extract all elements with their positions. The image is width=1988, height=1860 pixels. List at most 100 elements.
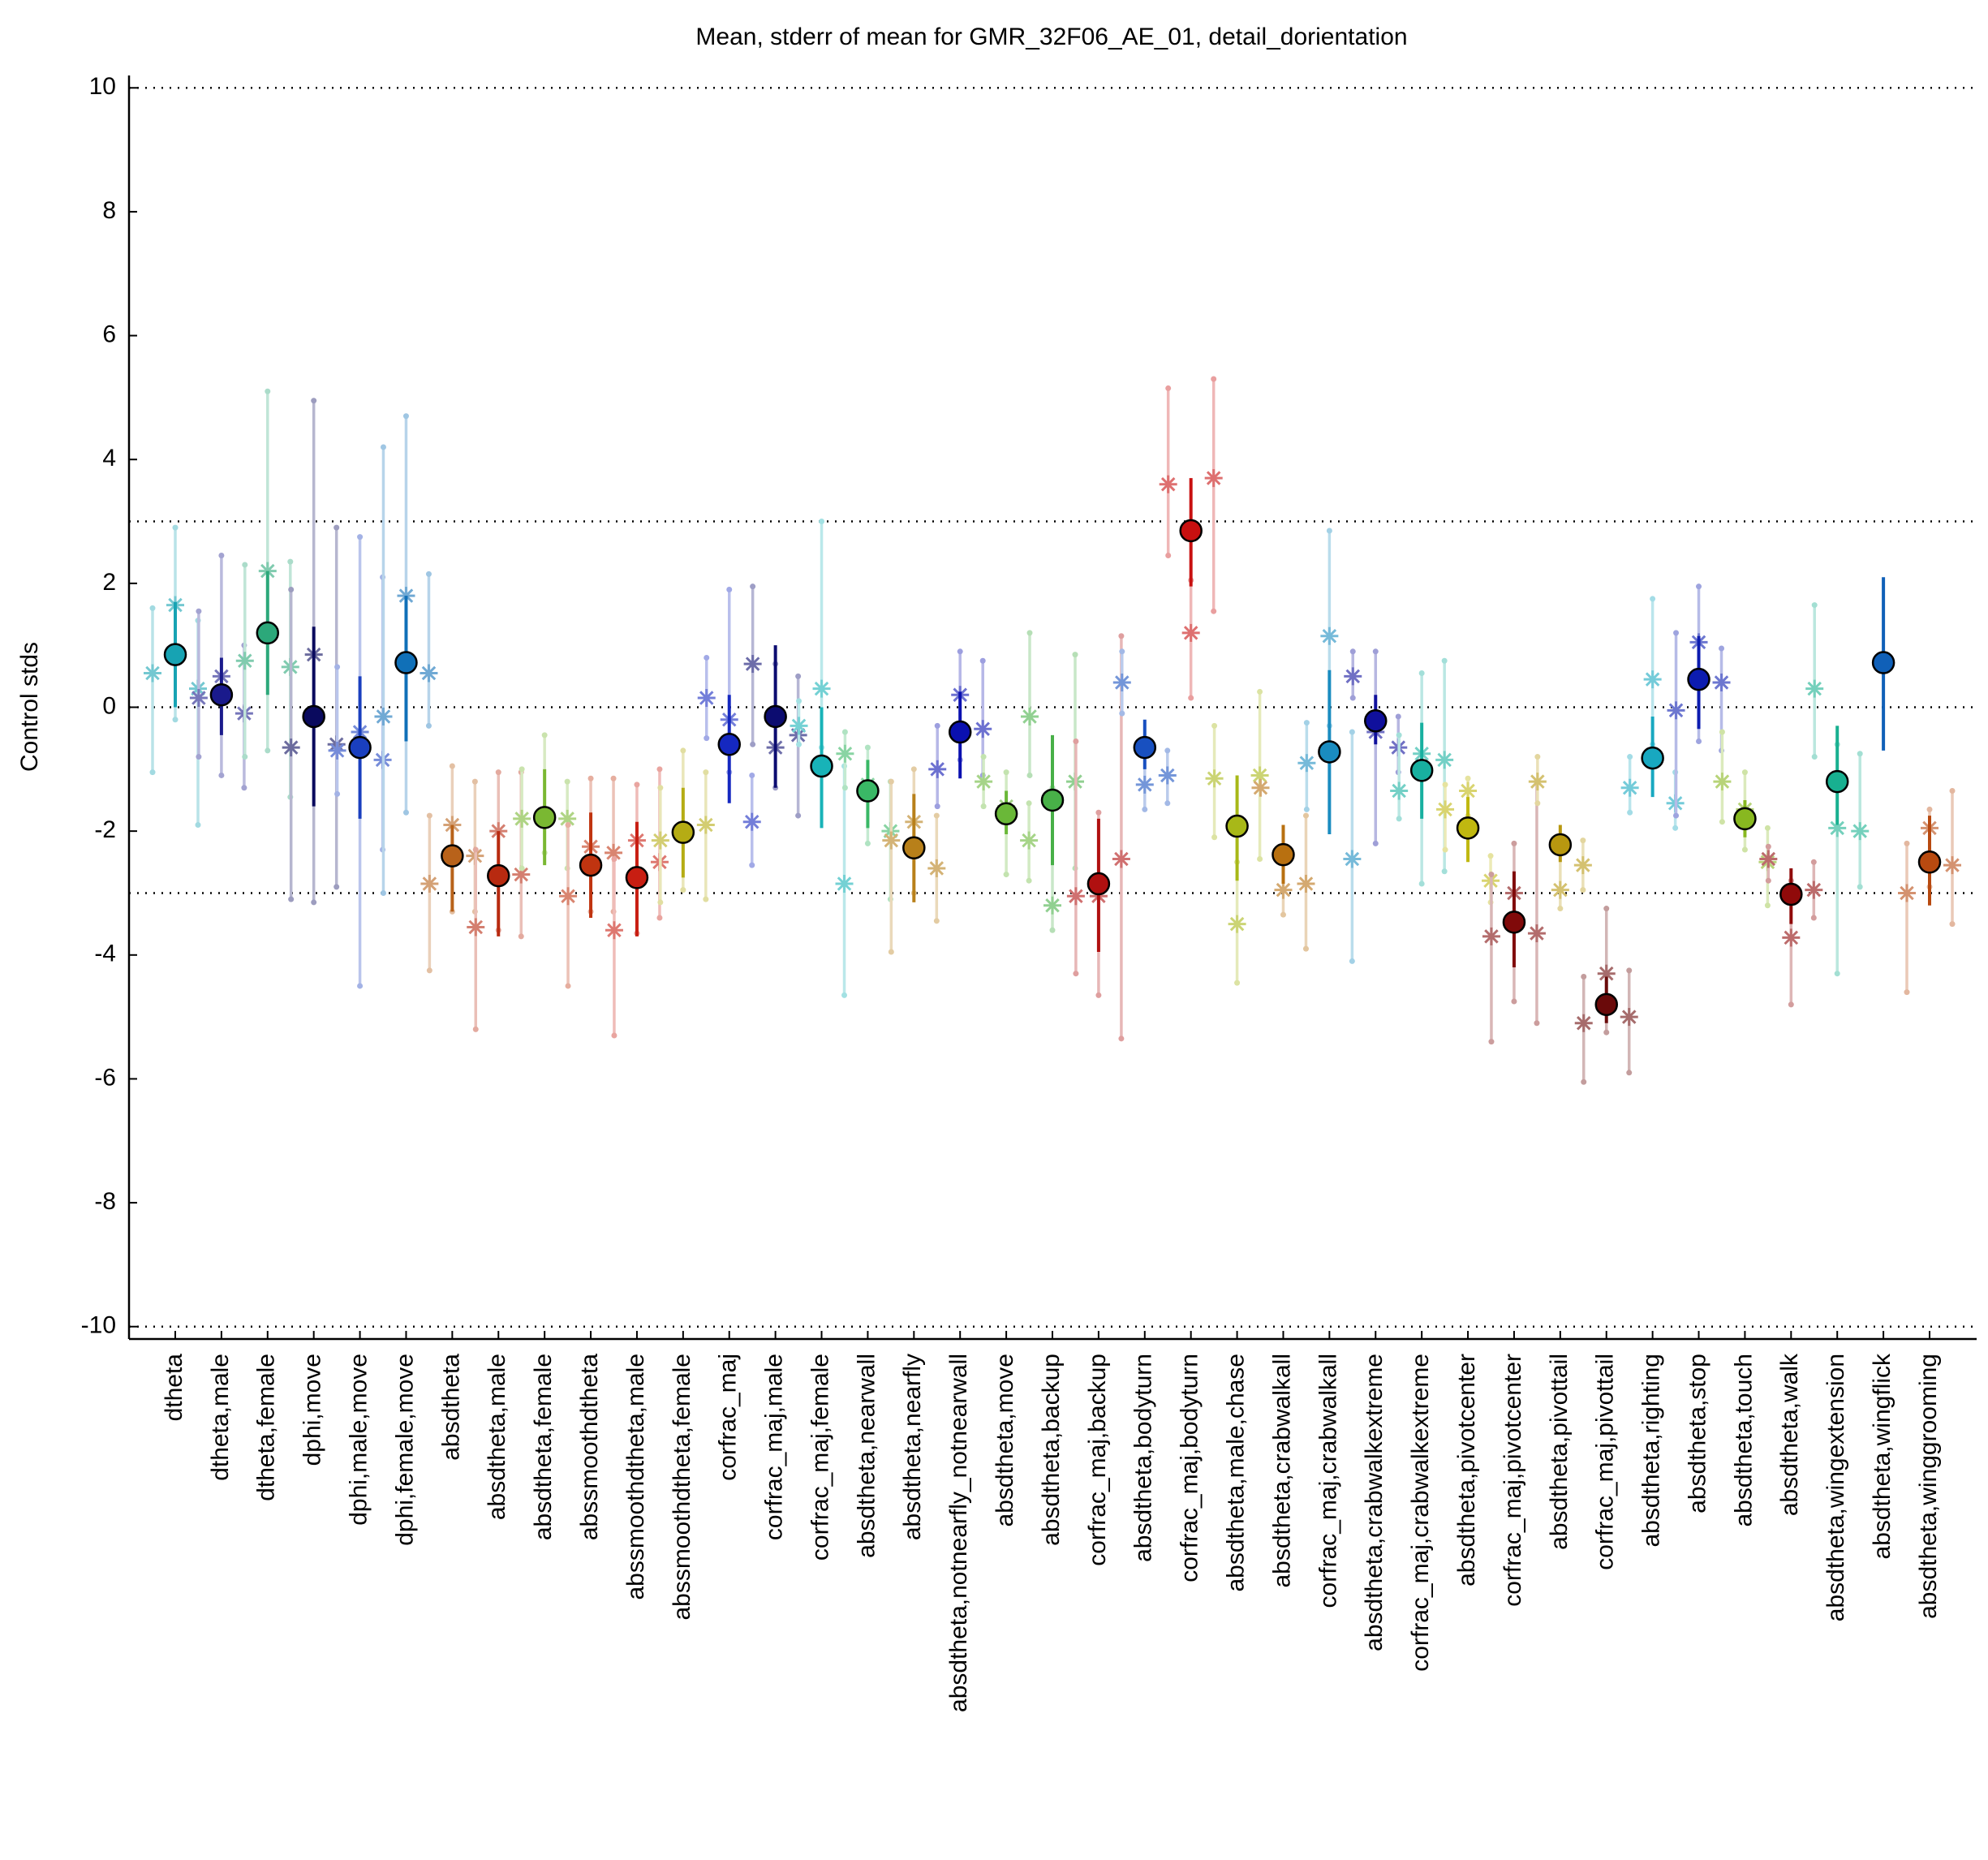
x-tick-label: abssmoothdtheta — [576, 1354, 603, 1540]
replicate-error-cap — [1904, 989, 1910, 996]
replicate-mean — [975, 773, 993, 791]
replicate-error-cap — [1003, 872, 1009, 878]
replicate-error-cap — [1811, 602, 1818, 609]
replicate-mean — [1205, 769, 1224, 788]
replicate-error-cap — [242, 754, 248, 760]
x-tick-label: dtheta,female — [253, 1354, 280, 1501]
replicate-error-cap — [196, 608, 202, 614]
replicate-mean — [420, 875, 439, 893]
mean-marker — [532, 806, 557, 829]
replicate-mean — [1343, 850, 1362, 868]
x-tick-label: absdtheta,pivotcenter — [1453, 1354, 1480, 1587]
replicate-error-cap — [471, 778, 478, 785]
replicate-mean — [974, 720, 992, 738]
x-tick-label: absdtheta,winggrooming — [1915, 1354, 1942, 1619]
replicate-mean — [836, 744, 854, 763]
mean-marker — [302, 704, 325, 729]
replicate-error-cap — [311, 398, 317, 404]
replicate-error-cap — [1164, 800, 1171, 807]
replicate-mean — [1482, 927, 1500, 945]
replicate-error-cap — [657, 899, 664, 906]
replicate-error-cap — [796, 741, 803, 747]
replicate-error-cap — [172, 717, 179, 723]
replicate-error-cap — [1673, 630, 1680, 636]
replicate-error-cap — [1627, 809, 1633, 816]
replicate-mean — [1620, 778, 1639, 797]
x-tick-label: abssmoothdtheta,male — [622, 1354, 649, 1600]
replicate-error-cap — [288, 586, 295, 592]
replicate-error-cap — [1095, 809, 1102, 816]
replicate-error-cap — [656, 766, 663, 773]
mean-marker — [1548, 833, 1573, 857]
replicate-error-cap — [841, 729, 848, 735]
replicate-error-cap — [1026, 772, 1033, 778]
mean-marker — [1779, 882, 1803, 906]
replicate-error-cap — [495, 769, 501, 776]
y-axis-label: Control stds — [16, 642, 43, 772]
replicate-error-cap — [1188, 695, 1194, 701]
replicate-mean — [1828, 819, 1847, 837]
replicate-error-cap — [1418, 670, 1425, 677]
x-tick-label: corfrac_maj,crabwalkextreme — [1407, 1354, 1434, 1672]
replicate-error-cap — [1627, 754, 1633, 760]
replicate-mean — [835, 875, 854, 893]
replicate-mean — [328, 741, 346, 760]
mean-marker — [256, 621, 280, 645]
replicate-error-cap — [1857, 884, 1863, 890]
replicate-error-cap — [680, 887, 686, 893]
mean-marker — [810, 754, 833, 778]
replicate-error-cap — [1581, 1079, 1587, 1085]
replicate-error-cap — [565, 822, 571, 829]
replicate-error-cap — [749, 772, 755, 778]
replicate-error-cap — [1719, 729, 1725, 735]
x-tick-label: abssmoothdtheta,female — [669, 1354, 695, 1621]
x-tick-label: absdtheta — [437, 1354, 464, 1461]
replicate-error-cap — [1372, 648, 1379, 655]
mean-marker — [764, 704, 787, 729]
mean-marker — [717, 733, 741, 756]
chart-title: Mean, stderr of mean for GMR_32F06_AE_01… — [695, 24, 1407, 50]
x-tick-label: absdtheta,move — [992, 1354, 1018, 1526]
replicate-error-cap — [1511, 840, 1517, 846]
replicate-error-cap — [1234, 980, 1241, 986]
replicate-error-cap — [1719, 819, 1725, 825]
replicate-error-cap — [795, 812, 802, 819]
replicate-mean — [1204, 469, 1223, 488]
replicate-error-cap — [1211, 376, 1217, 382]
replicate-error-cap — [1696, 738, 1702, 744]
replicate-error-cap — [1164, 747, 1171, 754]
x-tick-label: dphi,move — [299, 1354, 326, 1466]
replicate-error-cap — [933, 812, 940, 819]
x-tick-label: corfrac_maj,crabwalkall — [1315, 1354, 1341, 1608]
replicate-mean — [1135, 775, 1154, 794]
replicate-mean — [559, 887, 578, 906]
replicate-error-cap — [196, 754, 202, 760]
replicate-error-cap — [1026, 630, 1033, 636]
replicate-mean — [235, 652, 254, 670]
mean-marker — [1825, 769, 1849, 794]
replicate-mean — [144, 664, 161, 682]
mean-marker — [1502, 911, 1526, 934]
replicate-error-cap — [750, 583, 756, 590]
replicate-error-cap — [933, 918, 940, 924]
mean-marker — [1364, 709, 1388, 733]
replicate-mean — [1112, 673, 1131, 691]
y-tick-label: 10 — [89, 73, 116, 100]
replicate-mean — [1436, 800, 1455, 819]
replicate-error-cap — [656, 915, 663, 921]
x-tick-label: absdtheta,crabwalkall — [1268, 1354, 1295, 1588]
replicate-error-cap — [565, 983, 571, 989]
replicate-error-cap — [1349, 648, 1356, 655]
replicate-mean — [1643, 670, 1662, 689]
replicate-error-cap — [334, 664, 341, 670]
mean-marker — [1040, 788, 1065, 812]
x-tick-label: absdtheta,backup — [1038, 1354, 1065, 1546]
replicate-error-cap — [472, 1026, 479, 1032]
mean-marker — [209, 682, 234, 707]
replicate-error-cap — [1488, 872, 1495, 878]
replicate-error-cap — [796, 698, 803, 704]
replicate-error-cap — [218, 553, 225, 559]
replicate-error-cap — [750, 741, 756, 747]
mean-marker — [1917, 850, 1942, 874]
mean-marker — [625, 866, 649, 889]
